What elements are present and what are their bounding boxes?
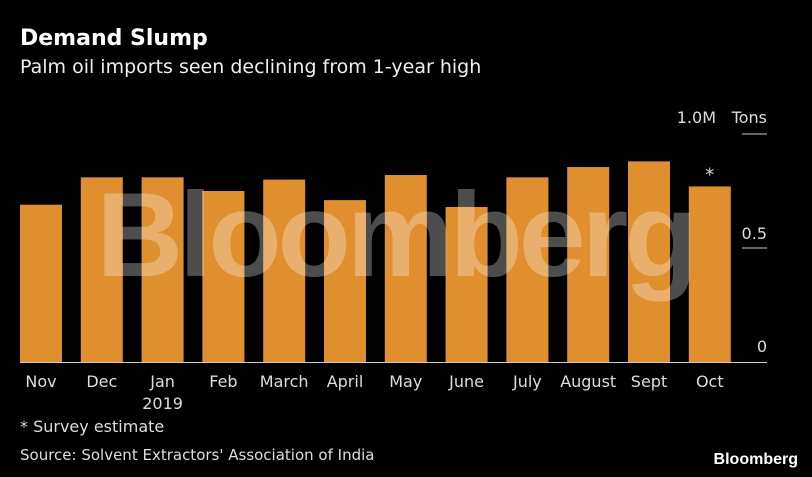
bloomberg-watermark: Bloomberg [96, 168, 693, 302]
y-tick-label: 0 [757, 337, 767, 356]
x-tick-label: Sept [631, 372, 667, 391]
bar-march [263, 179, 306, 362]
bar-august [567, 167, 610, 362]
y-axis-unit: Tons [731, 108, 767, 127]
bar-sept [628, 161, 670, 362]
bar-april [324, 200, 366, 362]
bloomberg-logo: Bloomberg [713, 451, 798, 468]
source-note: Source: Solvent Extractors' Association … [20, 446, 375, 464]
x-tick-label: Dec [86, 372, 117, 391]
bar-feb [202, 191, 245, 362]
x-tick-label: March [260, 372, 309, 391]
x-tick-label: May [389, 372, 422, 391]
bar-jan [141, 177, 184, 362]
y-tick-label: 1.0M [677, 108, 716, 127]
chart-subtitle: Palm oil imports seen declining from 1-y… [20, 56, 482, 78]
x-tick-label: August [560, 372, 616, 391]
x-tick-label: Nov [25, 372, 56, 391]
bar-dec [80, 177, 123, 362]
x-tick-label: July [512, 372, 542, 391]
x-tick-label: June [448, 372, 484, 391]
bar-nov [20, 204, 62, 362]
bar-may [384, 175, 427, 362]
bar-june [445, 206, 488, 362]
bar-oct [688, 186, 731, 362]
x-tick-label: Jan [149, 372, 175, 391]
chart-title: Demand Slump [20, 26, 208, 51]
bar-july [506, 177, 549, 362]
x-tick-label: Feb [209, 372, 237, 391]
y-tick-label: 0.5 [742, 224, 767, 243]
x-tick-sublabel: 2019 [142, 394, 183, 413]
footnote: * Survey estimate [20, 417, 165, 436]
survey-estimate-marker: * [705, 164, 714, 185]
x-tick-label: April [327, 372, 364, 391]
x-tick-label: Oct [696, 372, 724, 391]
